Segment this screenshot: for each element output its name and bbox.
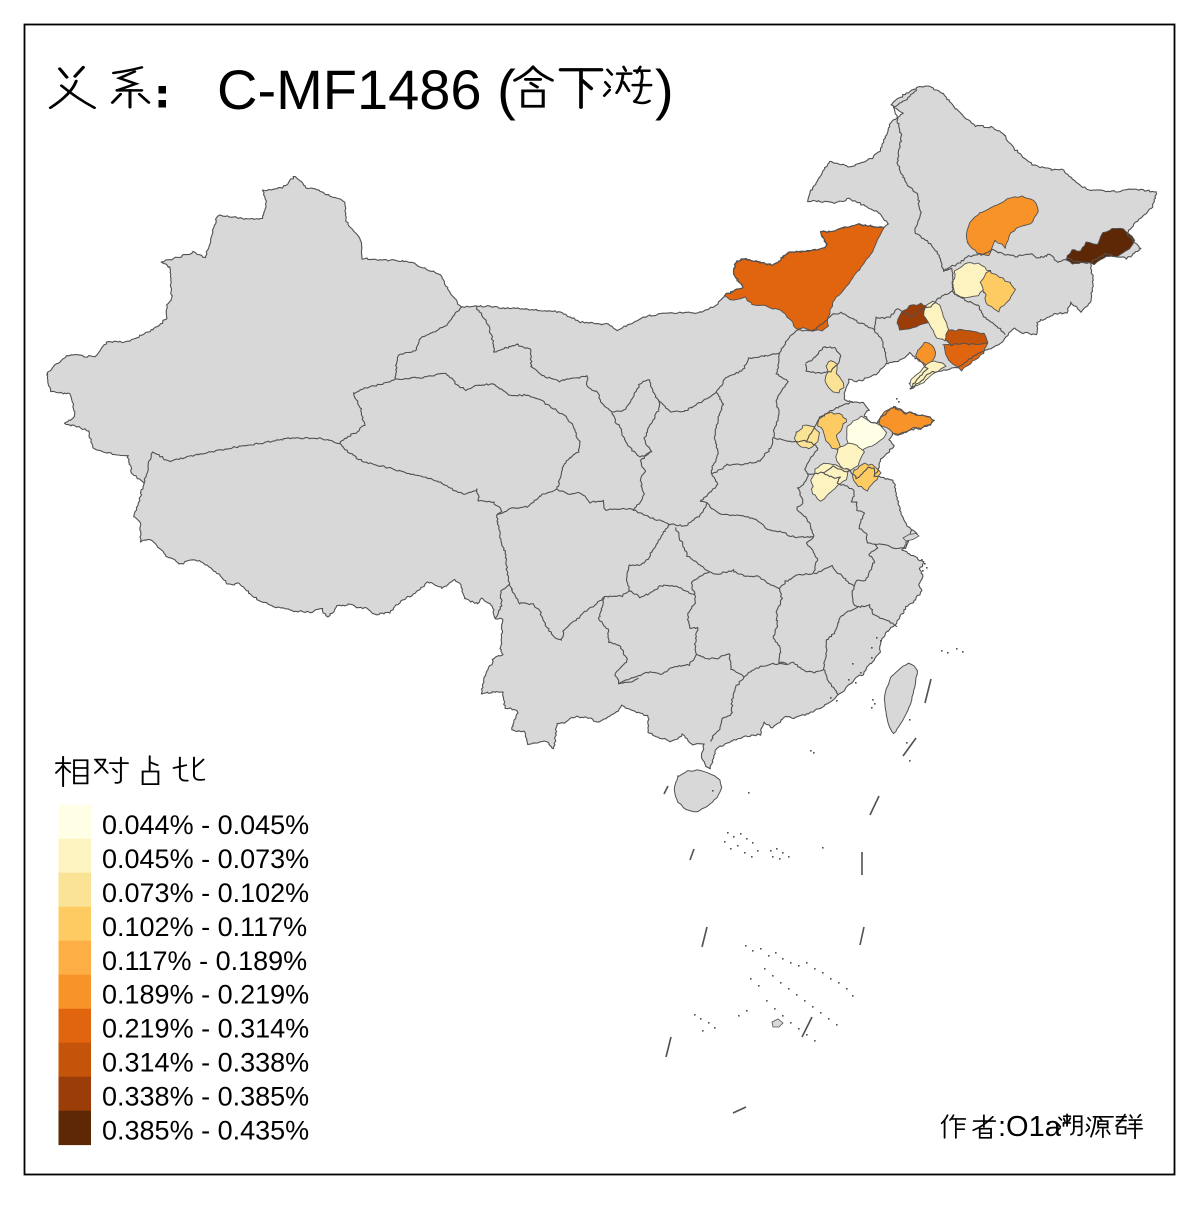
svg-text::O1a: :O1a [998, 1111, 1062, 1143]
svg-text:C-MF1486 (: C-MF1486 ( [217, 58, 516, 121]
svg-text:0.073% - 0.102%: 0.073% - 0.102% [102, 878, 309, 908]
svg-text:0.044% - 0.045%: 0.044% - 0.045% [102, 810, 309, 840]
svg-text:0.314% - 0.338%: 0.314% - 0.338% [102, 1048, 309, 1078]
svg-text:0.385% - 0.435%: 0.385% - 0.435% [102, 1115, 309, 1145]
svg-text:0.045% - 0.073%: 0.045% - 0.073% [102, 844, 309, 874]
svg-text:0.117% - 0.189%: 0.117% - 0.189% [102, 946, 307, 976]
svg-text:): ) [655, 58, 674, 121]
svg-text:0.189% - 0.219%: 0.189% - 0.219% [102, 980, 309, 1010]
svg-text:0.219% - 0.314%: 0.219% - 0.314% [102, 1014, 309, 1044]
svg-text:0.338% - 0.385%: 0.338% - 0.385% [102, 1081, 309, 1111]
svg-text:0.102% - 0.117%: 0.102% - 0.117% [102, 912, 307, 942]
